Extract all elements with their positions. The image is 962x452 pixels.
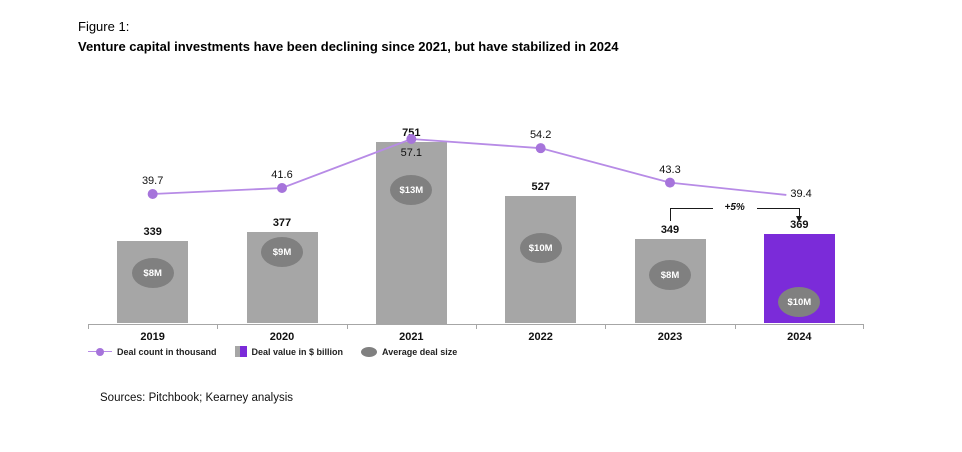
legend-item-deal-count: Deal count in thousand <box>88 347 217 357</box>
line-marker-swatch-icon <box>88 347 112 356</box>
x-axis-tick <box>734 323 736 329</box>
x-axis-label-2020: 2020 <box>269 331 295 343</box>
line-value-label-2023: 43.3 <box>659 163 681 176</box>
line-value-label-2024: 39.4 <box>790 187 812 200</box>
line-value-label-2019: 39.7 <box>141 175 164 187</box>
x-axis-label-2019: 2019 <box>140 331 165 343</box>
avg-deal-size-bubble-2023: $8M <box>649 260 691 290</box>
avg-deal-size-bubble-2020: $9M <box>261 237 303 267</box>
x-axis-tick <box>605 323 607 329</box>
figure-label: Figure 1: <box>78 19 130 34</box>
chart-plot-area: 339 $8M 2019 39.7 377 $9M 2020 41.6 751 $13M 2021 5… <box>88 110 864 360</box>
legend-label-deal-count: Deal count in thousand <box>117 346 217 357</box>
bar-swatch-gray <box>234 346 240 357</box>
sources-note: Sources: Pitchbook; Kearney analysis <box>100 392 294 404</box>
ellipse-swatch-icon <box>361 346 378 357</box>
x-axis-label-2022: 2022 <box>528 331 553 343</box>
annotation-label: +5% <box>712 202 757 214</box>
annotation-bracket-right <box>799 208 801 216</box>
bar-value-label-2023: 349 <box>660 223 680 236</box>
line-value-label-2020: 41.6 <box>271 169 293 181</box>
avg-deal-size-bubble-2019: $8M <box>131 258 174 288</box>
x-axis-tick <box>88 323 89 329</box>
x-axis-label-2023: 2023 <box>657 331 683 343</box>
x-axis-label-2024: 2024 <box>787 331 812 343</box>
annotation-bracket-left <box>670 208 671 221</box>
line-value-label-2022: 54.2 <box>529 129 552 142</box>
line-marker <box>147 189 158 200</box>
bar-value-label-2021: 751 <box>402 126 421 139</box>
bar-swatch-icon <box>234 346 247 357</box>
avg-deal-size-bubble-2024: $10M <box>778 287 821 317</box>
chart-legend: Deal count in thousand Deal value in $ b… <box>88 346 457 357</box>
legend-item-deal-value: Deal value in $ billion <box>234 346 344 357</box>
x-axis-tick <box>346 323 348 329</box>
bar-value-label-2019: 339 <box>143 226 162 239</box>
x-axis-label-2021: 2021 <box>399 331 424 343</box>
bar-value-label-2020: 377 <box>272 217 292 230</box>
bar-value-label-2024: 369 <box>790 219 809 232</box>
line-value-label-2021: 57.1 <box>400 147 423 159</box>
legend-label-deal-value: Deal value in $ billion <box>251 346 344 357</box>
line-marker <box>277 183 287 194</box>
deal-count-line <box>147 134 787 200</box>
figure-title: Venture capital investments have been de… <box>78 39 619 54</box>
legend-item-avg-deal-size: Average deal size <box>361 346 458 357</box>
legend-label-avg-deal-size: Average deal size <box>382 346 458 357</box>
line-marker <box>535 143 546 154</box>
x-axis-tick <box>217 323 219 329</box>
line-marker <box>665 177 675 188</box>
bar-swatch-purple <box>239 346 247 357</box>
bar-2021 <box>375 141 447 324</box>
bar-value-label-2022: 527 <box>531 180 550 193</box>
avg-deal-size-bubble-2022: $10M <box>519 233 562 263</box>
annotation-arrow-head-icon <box>796 216 803 222</box>
x-axis-tick <box>863 323 864 329</box>
x-axis-tick <box>476 323 477 329</box>
